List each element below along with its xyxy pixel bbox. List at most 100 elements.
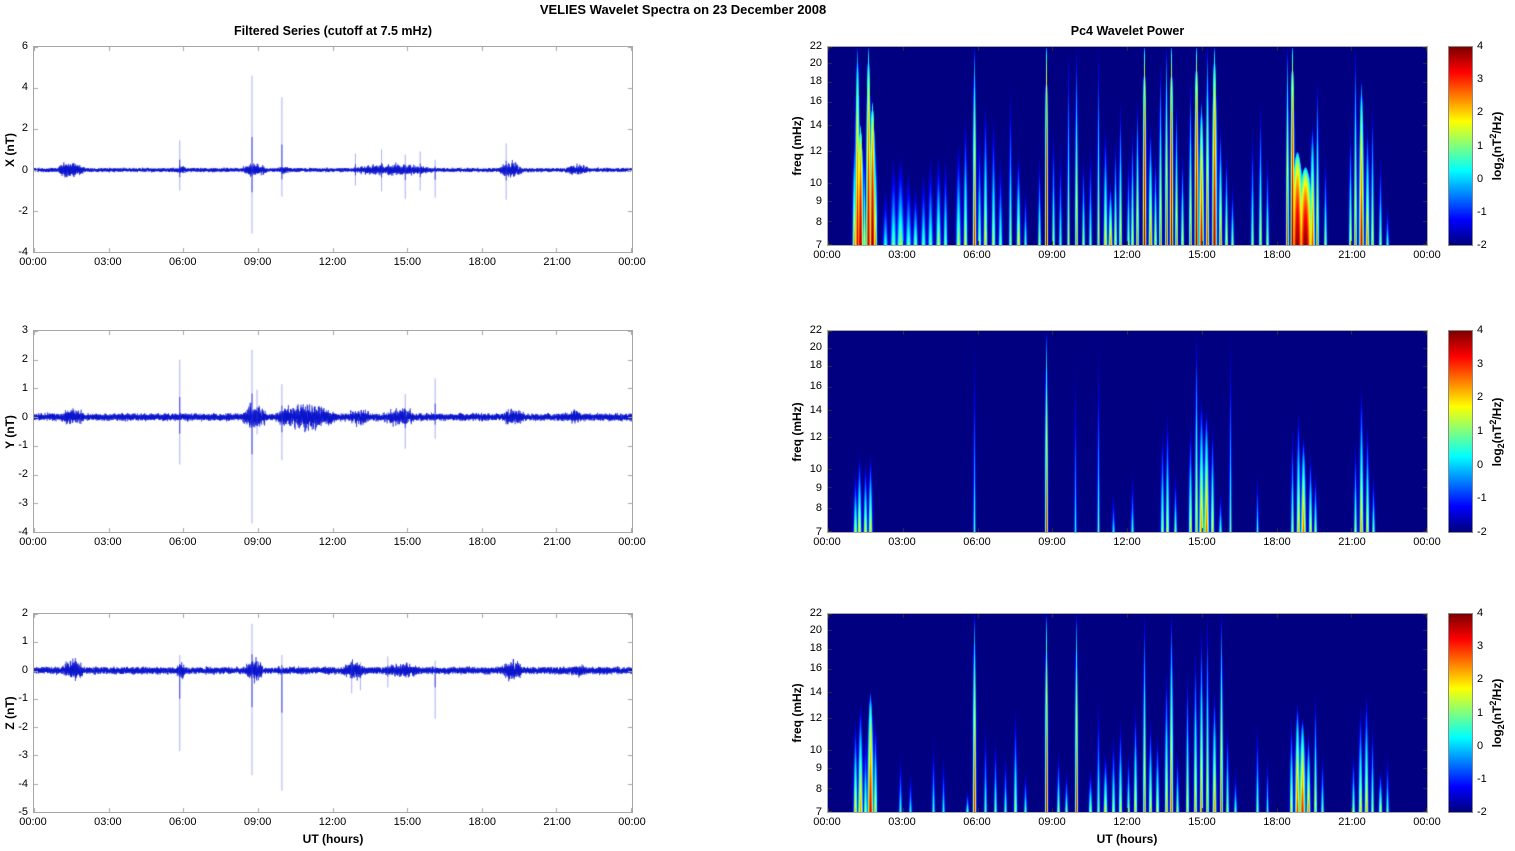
time-tick-label: 18:00: [468, 256, 497, 268]
time-tick-label: 12:00: [318, 256, 347, 268]
z-series-plot: [33, 613, 633, 813]
colorbar-label-bottom: log2(nT2/Hz): [1487, 678, 1507, 748]
y-tick-label: -4: [18, 246, 28, 258]
time-tick-label: 03:00: [94, 816, 122, 828]
y-tick-label: 22: [809, 607, 822, 619]
y-series-canvas: [34, 331, 632, 532]
y-tick-label: 9: [815, 762, 822, 775]
colorbar-tick-label: 4: [1477, 40, 1484, 52]
colorbar-tick-label: 3: [1477, 640, 1484, 653]
time-tick-label: 12:00: [318, 536, 347, 548]
y-tick-label: 3: [21, 324, 28, 336]
y-tick-label: 20: [809, 623, 822, 636]
y-tick-label: -1: [18, 439, 28, 452]
y-tick-label: 6: [21, 40, 28, 52]
y-tick-label: 2: [21, 122, 28, 135]
time-tick-label: 15:00: [393, 256, 422, 268]
time-tick-label: 06:00: [168, 816, 197, 828]
y-tick-label: 18: [809, 641, 822, 654]
colorbar-tick-label: 3: [1477, 357, 1484, 370]
colorbar-tick-label: -2: [1477, 806, 1487, 818]
time-tick-label: 09:00: [243, 536, 272, 548]
colorbar-tick-label: 2: [1477, 673, 1484, 686]
y-tick-label: 10: [809, 177, 822, 190]
time-tick-label: 03:00: [94, 536, 122, 548]
y-tick-label: 20: [809, 340, 822, 353]
time-tick-label: 18:00: [468, 816, 497, 828]
time-tick-label: 09:00: [243, 816, 272, 828]
y-tick-label: 22: [809, 40, 822, 52]
y-tick-label: 12: [809, 430, 822, 443]
y-tick-label: 10: [809, 744, 822, 757]
time-tick-label: 18:00: [1263, 536, 1291, 548]
freq-axis-label-bottom: freq (mHz): [790, 683, 804, 743]
time-tick-label: 06:00: [168, 536, 197, 548]
time-tick-label: 00:00: [618, 536, 646, 548]
time-tick-label: 00:00: [618, 816, 646, 828]
time-tick-label: 03:00: [888, 249, 916, 261]
ut-hours-label-right: UT (hours): [1096, 832, 1158, 846]
colorbar-gradient: [1449, 47, 1472, 245]
colorbar-tick-label: 2: [1477, 391, 1484, 404]
right-column-title: Pc4 Wavelet Power: [1070, 24, 1185, 38]
time-tick-label: 03:00: [94, 256, 122, 268]
ut-hours-label-left: UT (hours): [302, 832, 364, 846]
y-tick-label: 16: [809, 95, 822, 108]
y-wavelet-heatmap: [827, 330, 1428, 533]
y-tick-label: 0: [21, 410, 28, 423]
colorbar-tick-label: 3: [1477, 73, 1484, 86]
y-tick-label: 1: [21, 635, 28, 648]
time-tick-label: 03:00: [888, 816, 916, 828]
y-tick-label: -4: [18, 777, 28, 790]
time-tick-label: 06:00: [168, 256, 197, 268]
y-tick-label: 8: [815, 215, 822, 228]
y-tick-label: 14: [809, 685, 822, 698]
time-tick-label: 00:00: [1413, 816, 1441, 828]
time-tick-label: 21:00: [543, 536, 571, 548]
time-tick-label: 12:00: [1113, 249, 1141, 261]
colorbar-tick-label: -1: [1477, 772, 1487, 785]
y-wavelet-canvas: [828, 331, 1427, 532]
colorbar-label-top: log2(nT2/Hz): [1487, 111, 1507, 181]
time-tick-label: 03:00: [888, 536, 916, 548]
time-tick-label: 18:00: [1263, 249, 1291, 261]
y-tick-label: 22: [809, 324, 822, 336]
colorbar-tick-label: 1: [1477, 425, 1484, 437]
x-wavelet-heatmap: [827, 46, 1428, 246]
time-tick-label: 15:00: [1188, 816, 1216, 828]
colorbar-gradient: [1449, 614, 1472, 812]
y-tick-label: 1: [21, 381, 28, 394]
y-axis-label-z: Z (nT): [3, 696, 17, 730]
y-tick-label: 7: [815, 526, 822, 538]
time-tick-label: 18:00: [468, 536, 497, 548]
y-tick-label: 12: [809, 712, 822, 725]
time-tick-label: 00:00: [813, 536, 841, 548]
x-series-plot: [33, 46, 633, 253]
figure-title: VELIES Wavelet Spectra on 23 December 20…: [539, 2, 827, 17]
y-axis-label-y: Y (nT): [3, 415, 17, 449]
time-tick-label: 21:00: [1338, 816, 1366, 828]
freq-axis-label-middle: freq (mHz): [790, 402, 804, 462]
y-tick-label: -1: [18, 692, 28, 705]
time-tick-label: 00:00: [1413, 249, 1441, 261]
time-tick-label: 09:00: [1038, 536, 1066, 548]
y-tick-label: 0: [21, 663, 28, 676]
colorbar-top: [1448, 46, 1473, 246]
z-series-canvas: [34, 614, 632, 812]
y-tick-label: -2: [18, 204, 28, 217]
colorbar-bottom: [1448, 613, 1473, 813]
time-tick-label: 09:00: [243, 256, 272, 268]
y-tick-label: -2: [18, 468, 28, 481]
colorbar-middle: [1448, 330, 1473, 533]
z-wavelet-canvas: [828, 614, 1427, 812]
time-tick-label: 12:00: [318, 816, 347, 828]
time-tick-label: 00:00: [618, 256, 646, 268]
time-tick-label: 09:00: [1038, 816, 1066, 828]
time-tick-label: 12:00: [1113, 536, 1141, 548]
colorbar-tick-label: -2: [1477, 239, 1487, 251]
time-tick-label: 15:00: [393, 816, 422, 828]
time-tick-label: 00:00: [19, 536, 47, 548]
colorbar-tick-label: 1: [1477, 706, 1484, 719]
colorbar-tick-label: 0: [1477, 172, 1484, 185]
y-tick-label: 18: [809, 359, 822, 372]
